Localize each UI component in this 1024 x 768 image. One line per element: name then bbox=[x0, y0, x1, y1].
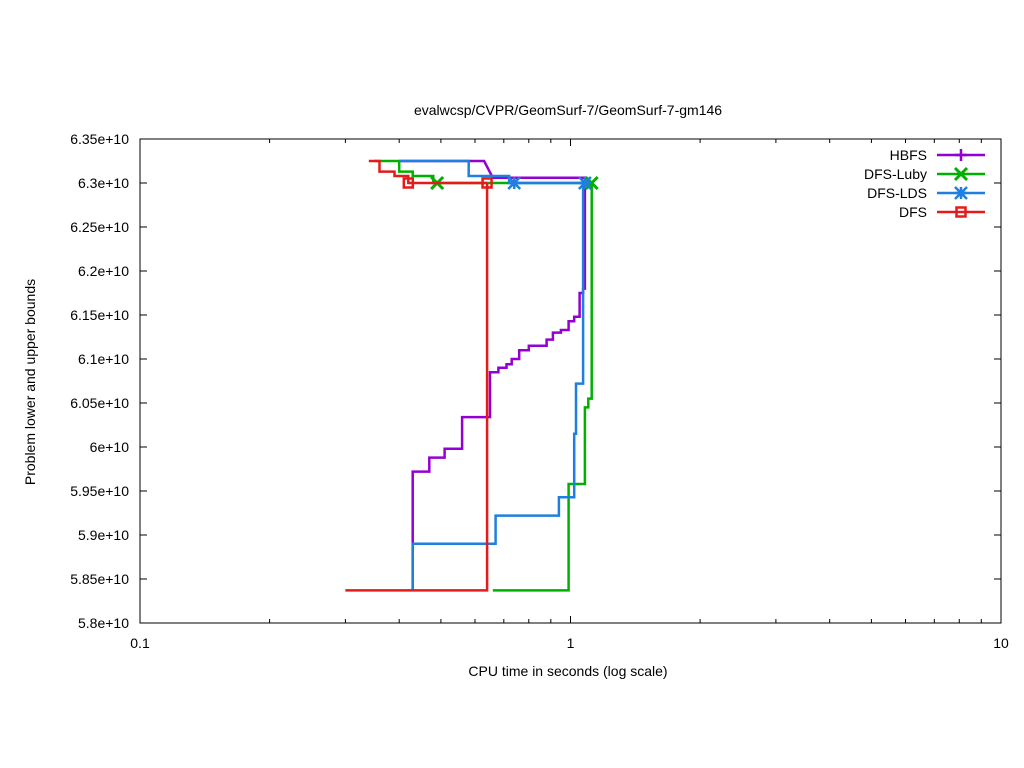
legend-item-hbfs: HBFS bbox=[890, 147, 985, 163]
y-tick-label: 6.1e+10 bbox=[78, 351, 129, 367]
y-tick-label: 5.95e+10 bbox=[70, 483, 129, 499]
legend-marker bbox=[955, 206, 967, 218]
series-dfs-marker bbox=[402, 177, 415, 189]
series-dfs-marker bbox=[481, 177, 493, 189]
legend-item-dfs-luby: DFS-Luby bbox=[864, 166, 985, 182]
series-dfs-lds bbox=[399, 159, 592, 591]
series-dfs bbox=[345, 159, 493, 592]
chart-title: evalwcsp/CVPR/GeomSurf-7/GeomSurf-7-gm14… bbox=[414, 102, 722, 118]
series-dfs-upper-line bbox=[368, 159, 488, 185]
x-tick-label: 0.1 bbox=[130, 635, 150, 651]
legend-label: DFS-LDS bbox=[867, 185, 927, 201]
x-tick-label: 1 bbox=[567, 635, 575, 651]
x-tick-label: 10 bbox=[993, 635, 1009, 651]
y-tick-label: 6.15e+10 bbox=[70, 307, 129, 323]
series-dfs-lower-line bbox=[345, 183, 489, 592]
legend-marker bbox=[954, 186, 968, 200]
y-tick-label: 5.8e+10 bbox=[78, 615, 129, 631]
legend-label: DFS-Luby bbox=[864, 166, 927, 182]
y-tick-label: 5.85e+10 bbox=[70, 571, 129, 587]
legend-marker bbox=[953, 166, 969, 182]
series-dfs-luby-lower-line bbox=[492, 183, 593, 592]
series-dfs-lds-marker bbox=[507, 176, 522, 190]
series-hbfs-lower-line bbox=[411, 183, 587, 591]
ticks-layer: 5.8e+10 5.85e+10 5.9e+10 5.95e+10 6e+10 6.05e… bbox=[70, 131, 1009, 651]
y-tick-label: 6.35e+10 bbox=[70, 131, 129, 147]
legend-marker bbox=[955, 149, 967, 161]
series-dfs-lds-marker bbox=[578, 176, 592, 190]
series-dfs-lds-upper-line bbox=[399, 159, 585, 185]
legend-label: DFS bbox=[899, 204, 927, 220]
y-tick-label: 6.05e+10 bbox=[70, 395, 129, 411]
legend: HBFS DFS-Luby DFS-LDS DFS bbox=[864, 147, 985, 220]
legend-item-dfs-lds: DFS-LDS bbox=[867, 185, 985, 201]
y-axis-label: Problem lower and upper bounds bbox=[22, 279, 38, 485]
x-axis-label: CPU time in seconds (log scale) bbox=[468, 663, 667, 679]
y-tick-label: 6.25e+10 bbox=[70, 219, 129, 235]
y-tick-label: 6.2e+10 bbox=[78, 263, 129, 279]
series-dfs-lds-lower-line bbox=[411, 183, 585, 591]
y-tick-label: 5.9e+10 bbox=[78, 527, 129, 543]
legend-label: HBFS bbox=[890, 147, 927, 163]
y-tick-label: 6.3e+10 bbox=[78, 175, 129, 191]
legend-item-dfs: DFS bbox=[899, 204, 985, 220]
y-tick-label: 6e+10 bbox=[90, 439, 130, 455]
series-layer bbox=[345, 159, 599, 592]
